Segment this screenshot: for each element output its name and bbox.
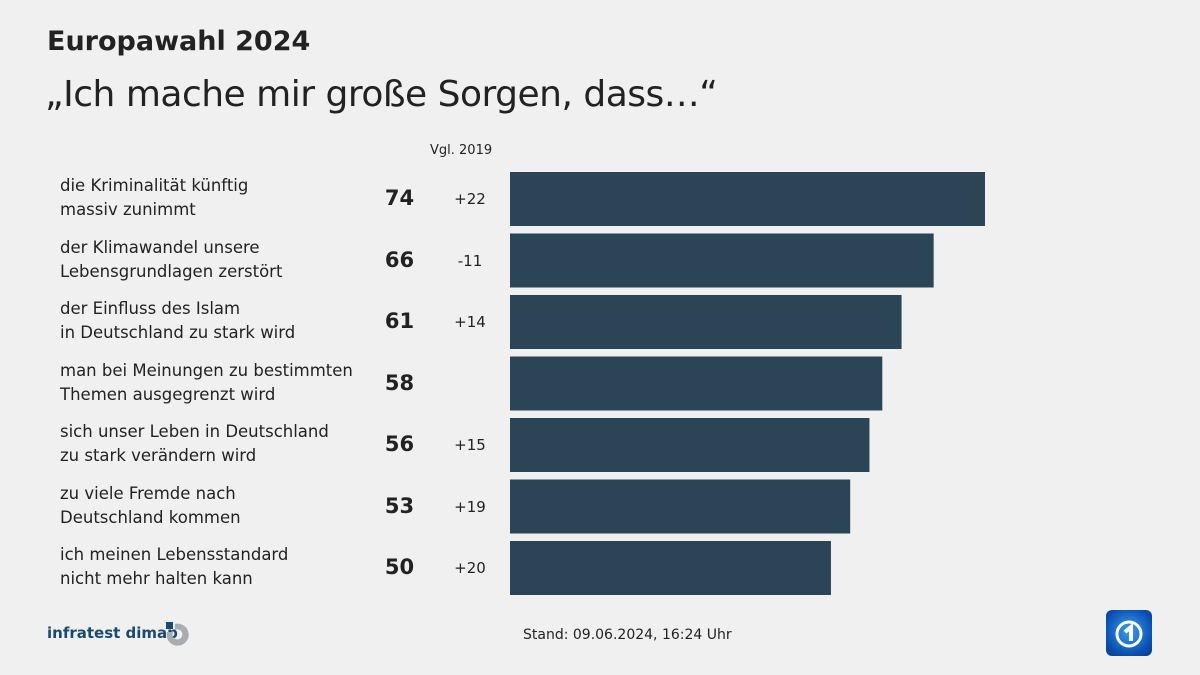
timestamp: Stand: 09.06.2024, 16:24 Uhr <box>523 627 732 643</box>
infratest-logo-icon <box>166 622 189 646</box>
category-label: man bei Meinungen zu bestimmten Themen a… <box>60 360 353 404</box>
bar <box>510 295 902 349</box>
change-label: +22 <box>454 190 486 208</box>
value-label: 56 <box>384 432 415 456</box>
value-label: 61 <box>384 309 415 333</box>
comparison-header: Vgl. 2019 <box>430 143 493 158</box>
bar <box>510 541 831 595</box>
category-label: der Klimawandel unsere Lebensgrundlagen … <box>60 237 283 281</box>
category-label: die Kriminalität künftig massiv zunimmt <box>60 176 249 219</box>
value-label: 50 <box>384 555 415 579</box>
kicker: Europawahl 2024 <box>47 26 311 57</box>
bar <box>510 479 851 534</box>
value-label: 74 <box>384 186 415 210</box>
change-label: +14 <box>454 313 486 331</box>
bar <box>510 172 985 226</box>
tagesschau-logo-icon <box>1106 610 1152 656</box>
source-logo-text: infratest dimap <box>47 624 178 642</box>
value-label: 53 <box>384 493 415 518</box>
value-label: 58 <box>384 370 415 395</box>
value-label: 66 <box>384 247 415 272</box>
bar <box>510 233 934 288</box>
chart-title: „Ich mache mir große Sorgen, dass…“ <box>45 74 718 115</box>
bar <box>510 356 883 411</box>
change-label: +15 <box>454 436 486 454</box>
category-label: der Einfluss des Islam in Deutschland zu… <box>60 299 296 342</box>
change-label: +20 <box>454 559 486 577</box>
category-label: zu viele Fremde nach Deutschland kommen <box>60 483 241 527</box>
change-label: -11 <box>457 251 483 270</box>
category-label: ich meinen Lebensstandard nicht mehr hal… <box>60 545 289 588</box>
bar <box>510 418 870 472</box>
change-label: +19 <box>454 497 486 516</box>
category-label: sich unser Leben in Deutschland zu stark… <box>60 422 329 465</box>
